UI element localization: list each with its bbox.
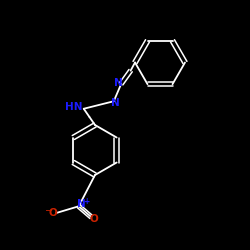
Text: +: + (83, 197, 89, 206)
Text: HN: HN (65, 102, 82, 113)
Text: N: N (114, 78, 123, 88)
Text: O: O (49, 208, 58, 218)
Text: O: O (90, 214, 98, 224)
Text: N: N (78, 199, 86, 209)
Text: −: − (45, 206, 53, 216)
Text: N: N (110, 98, 120, 108)
